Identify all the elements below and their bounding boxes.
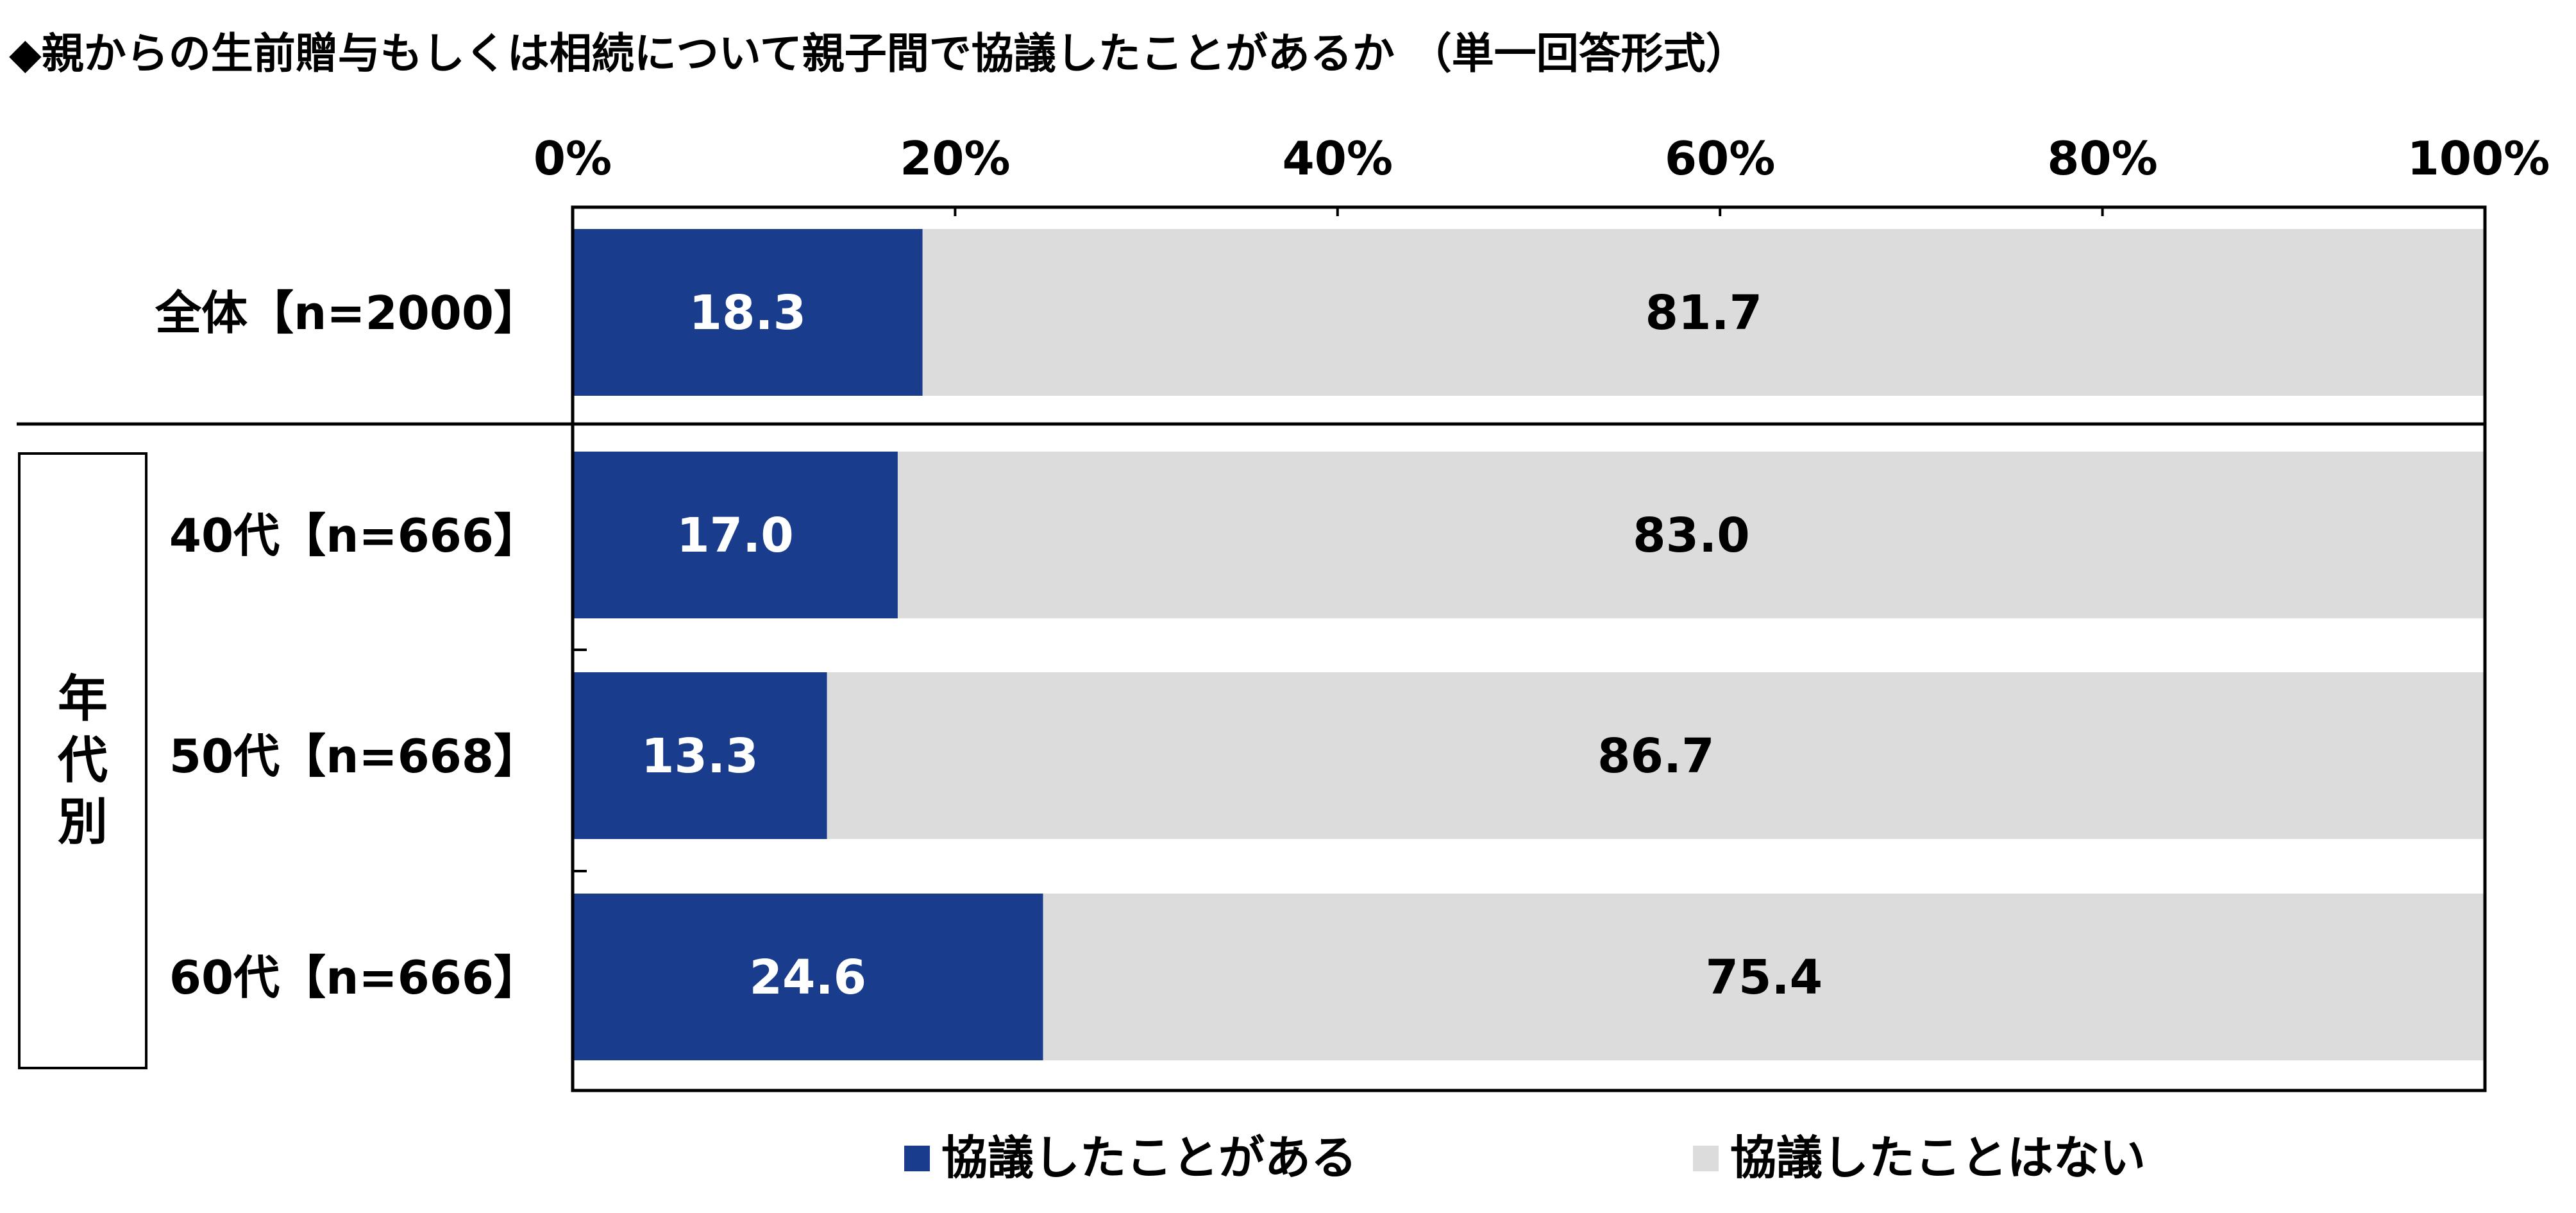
data-label: 18.3: [689, 285, 807, 341]
x-tick-label: 0%: [534, 131, 612, 185]
plot-frame: [17, 205, 2487, 1092]
legend-swatch: [1693, 1146, 1719, 1171]
category-labels: 全体【n=2000】 40代【n=666】 50代【n=668】 60代【n=666】: [155, 286, 540, 1005]
bar-not-agreed: [827, 672, 2485, 839]
x-axis-ticks: 0% 20% 40% 60% 80% 100%: [534, 131, 2550, 216]
bars: 18.3 81.7 17.0 83.0 13.3 86.7 24.6 75.4: [573, 229, 2485, 1060]
bar-not-agreed: [1043, 894, 2485, 1060]
data-label: 13.3: [641, 729, 759, 784]
legend-label: 協議したことがある: [941, 1131, 1357, 1185]
x-tick-label: 80%: [2047, 131, 2157, 185]
data-label: 24.6: [749, 950, 866, 1005]
x-tick-label: 100%: [2407, 131, 2550, 185]
bar-agreed: [573, 229, 923, 396]
bar-agreed: [573, 894, 1043, 1060]
bar-not-agreed: [897, 452, 2485, 618]
data-label: 86.7: [1597, 729, 1715, 784]
category-label: 40代【n=666】: [169, 509, 540, 563]
legend-swatch: [904, 1146, 930, 1171]
chart-title: ◆親からの生前贈与もしくは相続について親子間で協議したことがあるか （単一回答形…: [9, 29, 1748, 78]
x-tick-label: 60%: [1665, 131, 1775, 185]
group-label-box: 年代別: [18, 452, 147, 1069]
data-label: 81.7: [1646, 285, 1763, 341]
bar-agreed: [573, 452, 898, 618]
data-label: 83.0: [1633, 508, 1750, 563]
data-label: 75.4: [1705, 950, 1823, 1005]
data-label: 17.0: [677, 508, 794, 563]
legend-label: 協議したことはない: [1730, 1131, 2146, 1185]
bar-agreed: [573, 672, 827, 839]
category-label: 60代【n=666】: [169, 951, 540, 1005]
x-tick-label: 20%: [900, 131, 1010, 185]
category-label: 全体【n=2000】: [155, 286, 540, 340]
group-label: 年代別: [57, 670, 108, 851]
legend: 協議したことがある 協議したことはない: [904, 1131, 2146, 1185]
x-tick-label: 40%: [1283, 131, 1393, 185]
bar-not-agreed: [922, 229, 2485, 396]
group-label-frame: [18, 452, 147, 1069]
category-label: 50代【n=668】: [169, 729, 540, 783]
